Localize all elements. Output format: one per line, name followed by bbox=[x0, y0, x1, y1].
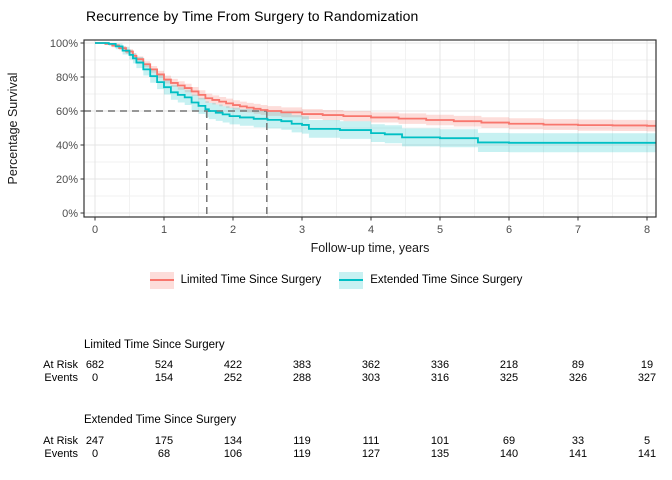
risk-table-value: 134 bbox=[223, 435, 243, 447]
events-row-label: Events bbox=[44, 448, 78, 460]
x-tick-label: 4 bbox=[368, 224, 374, 236]
x-tick-label: 2 bbox=[230, 224, 236, 236]
legend-item-extended: Extended Time Since Surgery bbox=[339, 271, 523, 289]
plot-legend: Limited Time Since Surgery Extended Time… bbox=[0, 269, 672, 291]
risk-table-value: 682 bbox=[85, 359, 105, 371]
x-tick-label: 7 bbox=[575, 224, 581, 236]
risk-table-value: 127 bbox=[361, 448, 381, 460]
risk-table-value: 422 bbox=[223, 359, 243, 371]
risk-table-value: 247 bbox=[85, 435, 105, 447]
risk-table-value: 68 bbox=[157, 448, 171, 460]
risk-table-value: 218 bbox=[499, 359, 519, 371]
risk-table-value: 316 bbox=[430, 372, 450, 384]
confidence-band bbox=[95, 43, 656, 132]
risk-table-value: 0 bbox=[91, 448, 99, 460]
x-tick-label: 6 bbox=[506, 224, 512, 236]
x-tick-label: 0 bbox=[92, 224, 98, 236]
risk-table-value: 101 bbox=[430, 435, 450, 447]
risk-table-value: 140 bbox=[499, 448, 519, 460]
y-tick-label: 20% bbox=[56, 174, 78, 186]
survival-curve bbox=[95, 42, 656, 144]
risk-group-title-extended: Extended Time Since Surgery bbox=[84, 414, 237, 426]
risk-table-value: 119 bbox=[293, 435, 311, 447]
limited-series-swatch-icon bbox=[149, 271, 174, 289]
y-tick-label: 40% bbox=[56, 140, 78, 152]
risk-table-value: 154 bbox=[154, 372, 174, 384]
risk-table-value: 119 bbox=[293, 448, 311, 460]
chart-title: Recurrence by Time From Surgery to Rando… bbox=[86, 8, 419, 24]
risk-table-value: 325 bbox=[499, 372, 519, 384]
extended-series-swatch-icon bbox=[339, 271, 364, 289]
risk-table-value: 362 bbox=[361, 359, 381, 371]
x-tick-label: 1 bbox=[161, 224, 167, 236]
x-tick-label: 8 bbox=[644, 224, 650, 236]
x-tick-label: 5 bbox=[437, 224, 443, 236]
legend-item-limited: Limited Time Since Surgery bbox=[149, 271, 322, 289]
at-risk-row-label: At Risk bbox=[43, 359, 78, 371]
y-tick-label: 0% bbox=[62, 208, 78, 220]
risk-table-value: 111 bbox=[362, 435, 380, 447]
risk-table-value: 33 bbox=[571, 435, 585, 447]
y-tick-label: 100% bbox=[50, 38, 78, 50]
risk-table-value: 19 bbox=[640, 359, 654, 371]
risk-table-value: 383 bbox=[292, 359, 312, 371]
confidence-band bbox=[95, 43, 656, 153]
risk-table-value: 141 bbox=[568, 448, 588, 460]
risk-table-value: 288 bbox=[292, 372, 312, 384]
risk-table-value: 5 bbox=[643, 435, 651, 447]
risk-table-value: 524 bbox=[154, 359, 174, 371]
risk-table-value: 175 bbox=[154, 435, 174, 447]
risk-table-value: 69 bbox=[502, 435, 516, 447]
y-axis-title: Percentage Survival bbox=[6, 73, 20, 185]
panel-border bbox=[83, 39, 657, 218]
risk-table-value: 336 bbox=[430, 359, 450, 371]
events-row-label: Events bbox=[44, 372, 78, 384]
risk-table-value: 252 bbox=[223, 372, 243, 384]
risk-table-value: 327 bbox=[637, 372, 657, 384]
survival-curve bbox=[95, 42, 656, 127]
y-tick-label: 80% bbox=[56, 72, 78, 84]
legend-label-limited: Limited Time Since Surgery bbox=[180, 274, 322, 286]
risk-table-value: 141 bbox=[637, 448, 657, 460]
risk-table-value: 303 bbox=[361, 372, 381, 384]
y-tick-label: 60% bbox=[56, 106, 78, 118]
x-tick-label: 3 bbox=[299, 224, 305, 236]
risk-group-title-limited: Limited Time Since Surgery bbox=[84, 339, 225, 351]
at-risk-row-label: At Risk bbox=[43, 435, 78, 447]
risk-table-value: 0 bbox=[91, 372, 99, 384]
x-axis-title: Follow-up time, years bbox=[311, 241, 430, 255]
risk-table-value: 326 bbox=[568, 372, 588, 384]
risk-table-value: 135 bbox=[430, 448, 450, 460]
risk-table-value: 89 bbox=[571, 359, 585, 371]
legend-label-extended: Extended Time Since Surgery bbox=[370, 274, 523, 286]
risk-table-value: 106 bbox=[223, 448, 243, 460]
